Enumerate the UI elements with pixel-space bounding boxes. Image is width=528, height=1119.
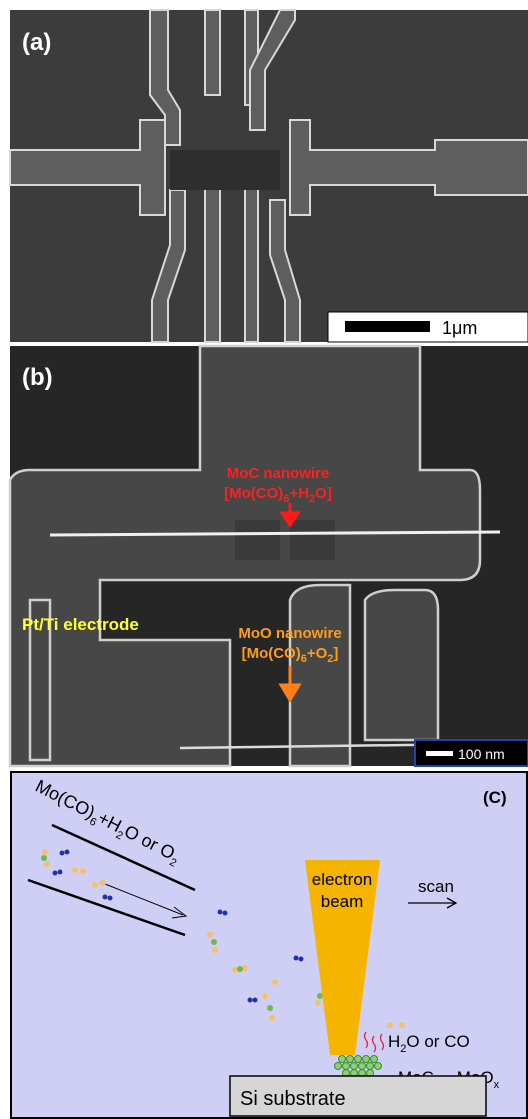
shape (339, 1056, 346, 1063)
shape (347, 1056, 354, 1063)
shape (80, 868, 86, 874)
gap (170, 150, 280, 190)
shape (44, 861, 50, 867)
text-part: O] (315, 485, 332, 502)
shape (343, 1063, 350, 1070)
shape (290, 585, 350, 766)
shape (367, 1063, 374, 1070)
shape (205, 10, 220, 95)
text-part: +O (307, 645, 328, 662)
shape (253, 998, 258, 1003)
moo-title: MoO nanowire (238, 625, 341, 642)
shape (317, 993, 323, 999)
text-part: +H (289, 485, 309, 502)
panel-label: (C) (483, 788, 507, 807)
shape (108, 896, 113, 901)
scale-label: 100 nm (458, 746, 505, 762)
shape (294, 956, 299, 961)
shape (375, 1063, 382, 1070)
shape (359, 1063, 366, 1070)
text-part: [Mo(CO) (242, 645, 301, 662)
text-part: ] (333, 645, 338, 662)
beam-label: electron (312, 870, 372, 889)
shape (218, 910, 223, 915)
text-part: O or CO (406, 1032, 469, 1051)
shape (223, 911, 228, 916)
shape (245, 170, 258, 342)
shape (58, 870, 63, 875)
shape (351, 1063, 358, 1070)
shape (355, 1056, 362, 1063)
scale-label: 1μm (442, 318, 477, 338)
figure: (a) 1μm (b) MoC nanowire [Mo(CO)6+H2O] P… (0, 0, 528, 1119)
panel-c: (C) Mo(CO)6+H2O or O2 electron beam scan… (11, 772, 527, 1118)
shape (371, 1056, 378, 1063)
shape (42, 849, 48, 855)
shape (205, 170, 220, 342)
scan-label: scan (418, 877, 454, 896)
gap (290, 520, 335, 560)
shape (53, 871, 58, 876)
substrate-label: Si substrate (240, 1088, 346, 1110)
panel-label: (a) (22, 29, 51, 56)
shape (207, 932, 213, 938)
text-part: [Mo(CO) (224, 485, 283, 502)
shape (60, 851, 65, 856)
scale-bar (345, 321, 430, 332)
shape (212, 947, 218, 953)
shape (65, 850, 70, 855)
panel-a: (a) 1μm (10, 10, 528, 342)
shape (72, 867, 78, 873)
shape (299, 957, 304, 962)
shape (100, 880, 106, 886)
gap (235, 520, 280, 560)
shape (399, 1022, 405, 1028)
shape (41, 855, 47, 861)
shape (387, 1022, 393, 1028)
shape (242, 965, 248, 971)
beam-label: beam (321, 892, 364, 911)
shape (363, 1056, 370, 1063)
shape (365, 590, 438, 740)
shape (248, 998, 253, 1003)
shape (237, 966, 243, 972)
scale-bar (426, 751, 453, 756)
electrode-label: Pt/Ti electrode (22, 615, 139, 634)
shape (267, 1005, 273, 1011)
shape (262, 993, 268, 999)
moc-title: MoC nanowire (227, 465, 330, 482)
panel-b: (b) MoC nanowire [Mo(CO)6+H2O] Pt/Ti ele… (10, 346, 528, 766)
shape (272, 979, 278, 985)
shape (92, 882, 98, 888)
shape (211, 939, 217, 945)
text-part: x (494, 1079, 500, 1091)
shape (269, 1015, 275, 1021)
shape (315, 1000, 321, 1006)
shape (232, 967, 238, 973)
shape (103, 895, 108, 900)
text-part: H (388, 1032, 400, 1051)
panel-label: (b) (22, 364, 53, 391)
shape (335, 1063, 342, 1070)
